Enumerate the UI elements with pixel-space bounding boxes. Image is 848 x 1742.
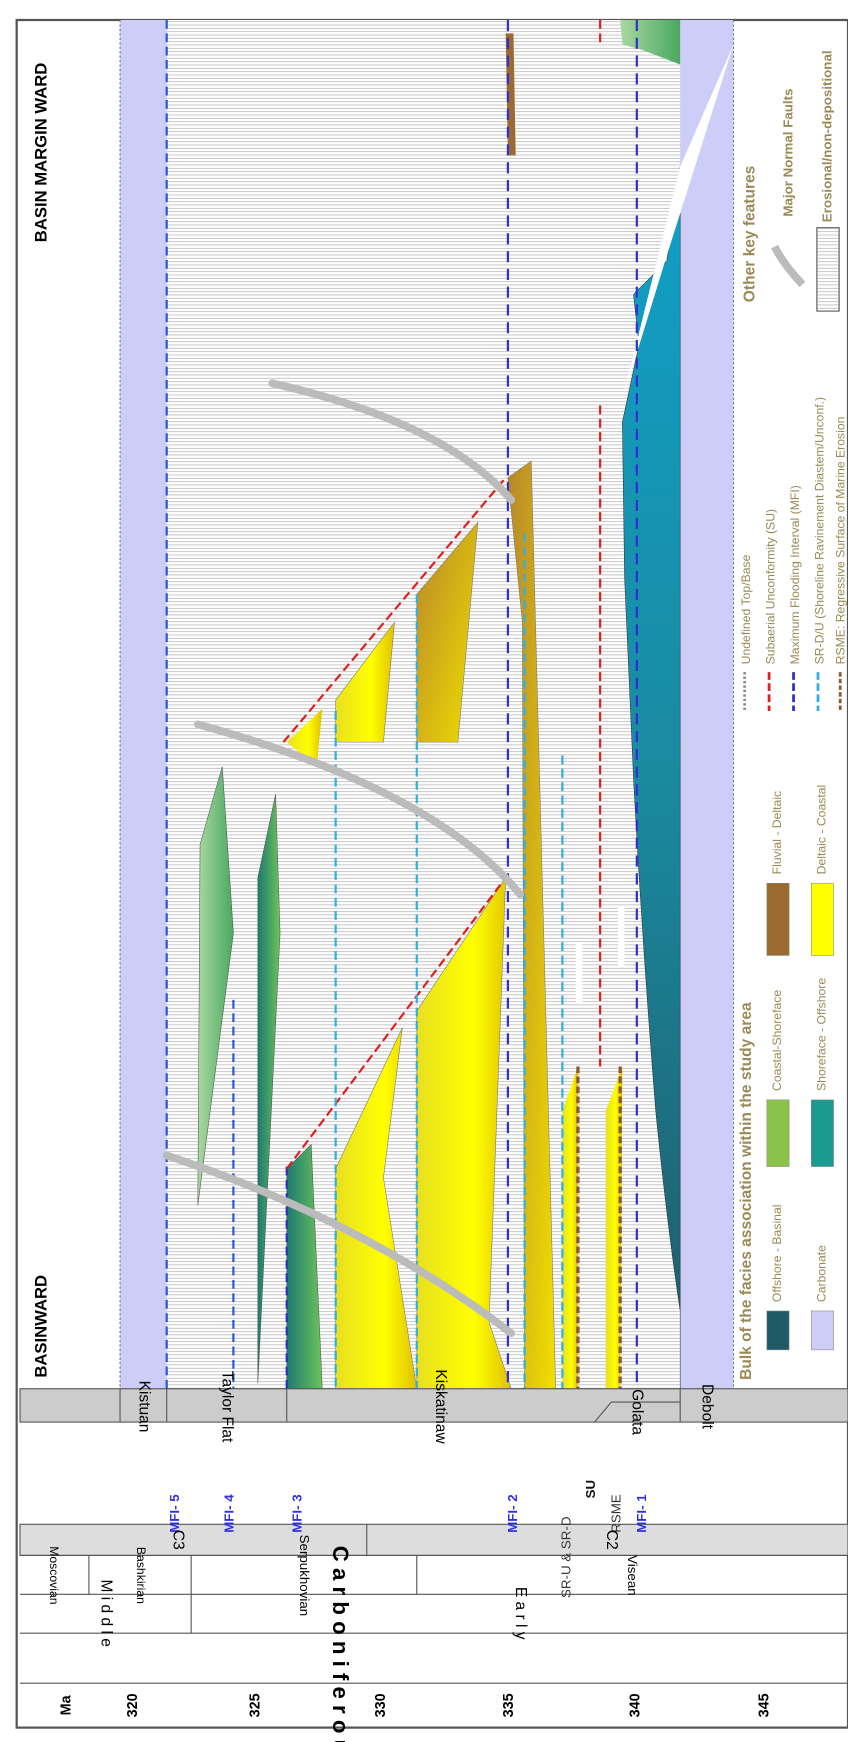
tick-label: 320 (125, 1693, 141, 1717)
header-right: BASIN MARGIN WARD (32, 63, 51, 242)
tick-label: 345 (756, 1693, 772, 1717)
table (19, 1388, 848, 1684)
formation: Taylor Flat (219, 1371, 236, 1443)
su-line (285, 877, 507, 1170)
gaps (575, 905, 625, 1004)
swatch (766, 1099, 790, 1167)
carbonate-base (680, 19, 734, 1389)
fault-key (771, 244, 806, 288)
swatch (811, 882, 834, 956)
surface-label: SU (583, 1480, 598, 1499)
legend-label: Carbonate (815, 1245, 829, 1302)
surface-label: MFI- 4 (222, 1494, 237, 1533)
tick-label: 325 (247, 1693, 263, 1717)
tick-label: 330 (373, 1693, 389, 1717)
legend-label: Subaerial Unconformity (SU) (764, 509, 778, 664)
deltaic-wedge (416, 521, 479, 743)
carbonate-top (120, 19, 167, 1389)
deltaic-wedge (562, 1066, 578, 1389)
formation: Debolt (699, 1384, 716, 1430)
header-left: BASINWARD (32, 1275, 51, 1378)
formation: Kistuan (135, 1381, 152, 1433)
stage: Serpukhovian (297, 1535, 312, 1617)
formations: Kistuan Taylor Flat Kiskatinaw Golata De… (135, 1369, 715, 1444)
facies-labels: Offshore - Basinal Carbonate Coastal-Sho… (770, 785, 828, 1302)
legend-label: Maximum Flooding Interval (MFI) (788, 485, 802, 664)
legend-label: Offshore - Basinal (770, 1205, 784, 1303)
fault (162, 1151, 516, 1338)
faults (162, 379, 525, 1338)
chronostrat: C3 C2 Moscovian Bashkirian Serpukhovian … (47, 1530, 640, 1742)
green-wedge (197, 766, 234, 1206)
deltaic-wedge (605, 1066, 623, 1389)
legend-label: Major Normal Faults (781, 89, 796, 217)
stage: Visean (625, 1555, 640, 1596)
cycle: C2 (603, 1530, 620, 1550)
legend-label: Undefined Top/Base (739, 554, 753, 664)
stage: Moscovian (47, 1546, 61, 1604)
line-keys (743, 672, 842, 712)
legend-label: Fluvial - Deltaic (770, 791, 784, 875)
swatch (766, 1310, 790, 1351)
time-axis: Ma 320 325 330 335 340 345 (58, 1693, 772, 1717)
legend-label: SR-D/U (Shoreline Ravinement Diastem/Unc… (812, 397, 826, 665)
divider (594, 1401, 681, 1423)
deltaic-wedge (286, 708, 323, 767)
green-top (620, 19, 681, 65)
surfaces (165, 19, 638, 1389)
legend-swatches (766, 882, 834, 1351)
surface-label: SR-U & SR-D (558, 1517, 573, 1598)
tick-label: 340 (628, 1693, 644, 1717)
formation-row (19, 1388, 848, 1423)
surface-label: MFI- 3 (289, 1494, 304, 1533)
cycle-row (19, 1523, 848, 1556)
legend-title: Bulk of the facies association within th… (738, 1002, 755, 1380)
line-labels: Undefined Top/Base Subaerial Unconformit… (739, 397, 847, 665)
swatch (811, 1310, 834, 1351)
tick-label: 335 (501, 1693, 517, 1717)
period: C a r b o n i f e r o u s (328, 1546, 353, 1742)
stage: Bashkirian (134, 1547, 148, 1604)
epoch: E a r l y (512, 1587, 529, 1640)
green-wedge (257, 794, 281, 1384)
formation: Golata (629, 1389, 646, 1435)
surface-label: MFI- 1 (634, 1494, 649, 1533)
gap (575, 942, 583, 1004)
drawing: BASINWARD BASIN MARGIN WARD Bulk of the … (15, 18, 848, 1742)
legend-label: Coastal-Shoreface (770, 990, 784, 1091)
axis-unit: Ma (58, 1694, 74, 1715)
fault (268, 379, 516, 504)
legend-label: Deltaic - Coastal (815, 785, 829, 875)
surface-label: RSME (608, 1494, 623, 1533)
legend-label: RSME: Regressive Surface of Marine Erosi… (834, 417, 848, 665)
gap (617, 905, 625, 967)
erosion-key (816, 227, 840, 312)
other-title: Other key features (741, 165, 758, 302)
fault (193, 720, 525, 899)
cycle: C3 (170, 1530, 187, 1550)
surface-labels: MFI- 5 MFI- 4 MFI- 3 MFI- 2 SR-U & SR-D … (167, 1480, 649, 1598)
surface-label: MFI- 5 (167, 1494, 182, 1533)
legend-label: Erosional/non-depositional (820, 50, 835, 222)
swatch (766, 882, 790, 956)
epoch: M i d d l e (97, 1579, 114, 1646)
su-line (282, 477, 507, 743)
swatch (811, 1099, 834, 1167)
legend-label: Shoreface - Offshore (815, 978, 829, 1091)
formation: Kiskatinaw (432, 1369, 449, 1444)
surface-label: MFI- 2 (505, 1494, 520, 1533)
